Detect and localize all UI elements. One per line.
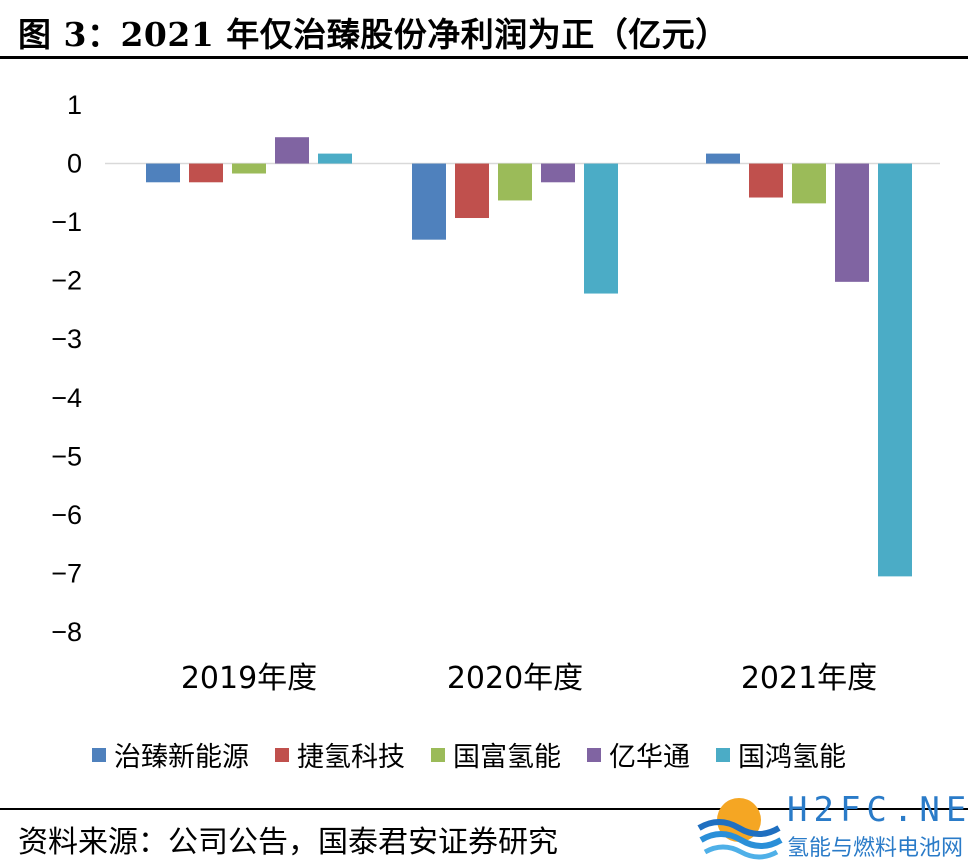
legend-label: 亿华通: [609, 742, 690, 773]
y-tick-label: −2: [51, 266, 82, 296]
watermark-subtitle: 氢能与燃料电池网: [787, 836, 964, 861]
legend-label: 国富氢能: [453, 742, 561, 773]
x-axis-categories: 2019年度 2020年度 2021年度: [181, 661, 877, 696]
legend-swatch: [92, 747, 106, 762]
y-tick-label: −5: [51, 441, 82, 471]
watermark: H2FC.NET 氢能与燃料电池网: [695, 790, 968, 862]
top-rule: [0, 56, 968, 59]
legend-item: 捷氢科技: [275, 735, 405, 774]
legend-swatch: [431, 747, 445, 762]
bottom-rule: [0, 808, 968, 810]
bar: [189, 163, 223, 183]
legend-label: 治臻新能源: [114, 742, 249, 773]
bar: [792, 163, 826, 204]
h2fc-logo-icon: [697, 798, 783, 860]
x-category-label: 2019年度: [181, 661, 317, 696]
y-tick-label: −6: [51, 500, 82, 530]
legend-swatch: [716, 747, 730, 762]
bar: [318, 153, 352, 164]
bar: [749, 163, 783, 198]
y-tick-label: −8: [51, 617, 82, 647]
y-tick-label: −7: [51, 558, 82, 588]
bar: [498, 163, 532, 201]
y-tick-label: −4: [51, 383, 82, 413]
bar-chart: 1 0 −1 −2 −3 −4 −5 −6 −7 −8 2019年度 2020年度 2021年度: [51, 90, 940, 696]
legend-item: 国富氢能: [431, 735, 561, 774]
legend-item: 国鸿氢能: [716, 735, 846, 774]
watermark-brand: H2FC.NET: [787, 790, 968, 830]
bar: [541, 163, 575, 183]
legend-swatch: [275, 747, 289, 762]
x-category-label: 2020年度: [447, 661, 583, 696]
x-category-label: 2021年度: [741, 661, 877, 696]
bar: [835, 163, 869, 282]
legend-label: 国鸿氢能: [738, 742, 846, 773]
legend-item: 亿华通: [587, 735, 690, 774]
bar: [584, 163, 618, 294]
bar: [878, 163, 912, 577]
bar: [275, 137, 309, 164]
y-tick-label: −1: [51, 207, 82, 237]
legend-swatch: [587, 747, 601, 762]
legend-item: 治臻新能源: [92, 735, 249, 774]
bar: [706, 153, 740, 164]
legend-label: 捷氢科技: [297, 742, 405, 773]
figure-title: 图 3：2021 年仅治臻股份净利润为正（亿元）: [18, 15, 729, 54]
bar: [232, 163, 266, 174]
bar: [146, 163, 180, 183]
y-axis-ticks: 1 0 −1 −2 −3 −4 −5 −6 −7 −8: [51, 90, 82, 647]
legend: 治臻新能源 捷氢科技 国富氢能 亿华通 国鸿氢能: [92, 735, 872, 774]
bar: [455, 163, 489, 219]
source-note: 资料来源：公司公告，国泰君安证券研究: [18, 825, 558, 860]
bars-group: [146, 137, 912, 577]
bar: [412, 163, 446, 240]
y-tick-label: 1: [67, 90, 82, 120]
y-tick-label: 0: [67, 149, 82, 179]
y-tick-label: −3: [51, 324, 82, 354]
